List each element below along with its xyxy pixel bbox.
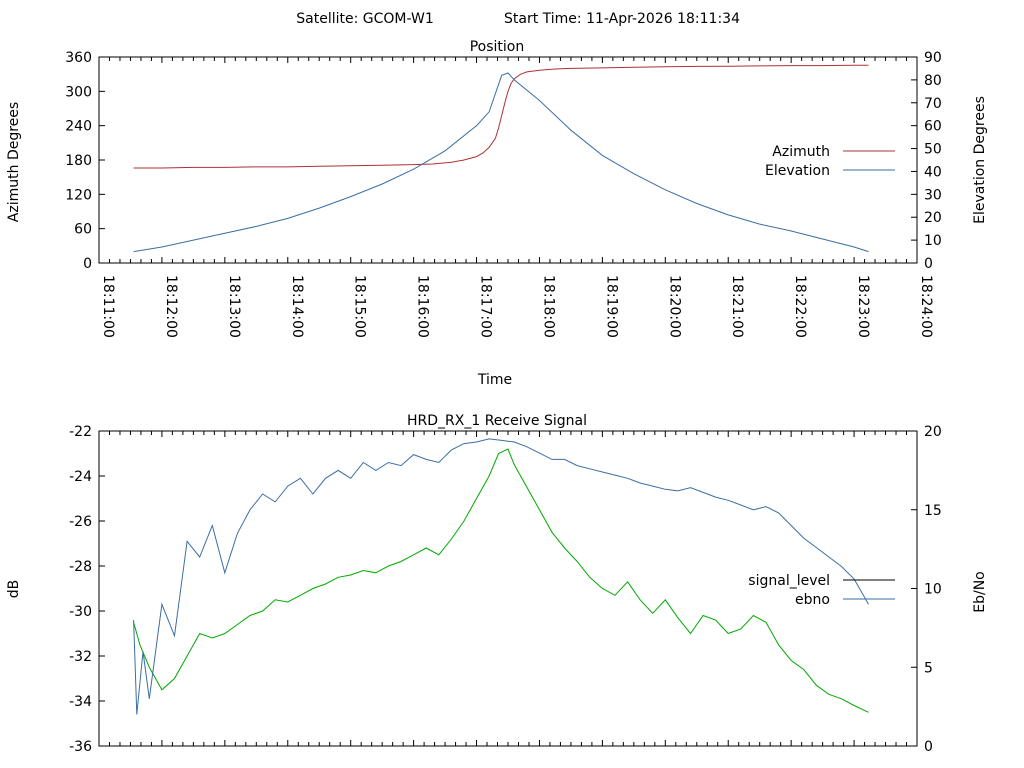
- satellite-label: Satellite: GCOM-W1: [296, 11, 433, 27]
- position-x-axis-label: Time: [477, 372, 512, 388]
- series-azimuth-line: [133, 64, 869, 169]
- position-x-tick-label: 18:17:00: [478, 275, 494, 338]
- signal-y2-axis-label: Eb/No: [972, 571, 988, 613]
- position-x-tick-label: 18:22:00: [792, 275, 808, 338]
- position-x-tick-label: 18:21:00: [729, 275, 745, 338]
- position-y2-axis-label: Elevation Degrees: [972, 96, 988, 224]
- position-x-tick-label: 18:18:00: [540, 275, 556, 338]
- series-elevation-line: [133, 72, 869, 253]
- legend-elevation-label: Elevation: [765, 163, 830, 179]
- signal-chart: HRD_RX_1 Receive Signal -22-24-26-28-30-…: [6, 413, 988, 755]
- position-x-tick-label: 18:15:00: [352, 275, 368, 338]
- position-y2-tick-label: 30: [924, 187, 942, 203]
- signal-y2-tick-label: 5: [924, 660, 933, 676]
- signal-y-tick-label: -34: [69, 694, 92, 710]
- position-y-tick-label: 120: [65, 187, 92, 203]
- signal-y-tick-label: -28: [69, 559, 92, 575]
- signal-y-tick-label: -32: [69, 649, 92, 665]
- signal-series: [133, 438, 869, 715]
- signal-y-tick-label: -24: [69, 469, 92, 485]
- legend-azimuth-label: Azimuth: [772, 144, 830, 160]
- position-y-tick-label: 60: [74, 222, 92, 238]
- position-legend: Azimuth Elevation: [765, 144, 895, 179]
- signal-y2-tick-label: 20: [924, 424, 942, 440]
- position-x-tick-label: 18:24:00: [918, 275, 934, 338]
- position-y-tick-label: 240: [65, 119, 92, 135]
- signal-y-tick-label: -22: [69, 424, 92, 440]
- position-chart-title: Position: [470, 39, 525, 55]
- signal-y2-tick-label: 15: [924, 503, 942, 519]
- position-y2-tick-label: 60: [924, 119, 942, 135]
- signal-y-axis-label: dB: [6, 580, 22, 599]
- legend-ebno-label: ebno: [795, 592, 830, 608]
- position-x-tick-label: 18:13:00: [226, 275, 242, 338]
- position-y2-tick-label: 0: [924, 256, 933, 272]
- position-series: [133, 64, 869, 253]
- signal-axis-ticks: -22 -24 -26 -28 -30 -32 -34 -36 0 5 10 15 20: [69, 424, 942, 755]
- position-chart: Position 18:11:00 18:12:00 18:13:00 18:14:0…: [6, 39, 988, 388]
- signal-y2-tick-label: 10: [924, 582, 942, 598]
- signal-y-tick-label: -26: [69, 514, 92, 530]
- position-y2-tick-label: 20: [924, 210, 942, 226]
- position-y2-tick-label: 40: [924, 164, 942, 180]
- start-time-label: Start Time: 11-Apr-2026 18:11:34: [504, 11, 740, 27]
- position-x-tick-label: 18:14:00: [289, 275, 305, 338]
- position-x-tick-label: 18:19:00: [603, 275, 619, 338]
- position-x-tick-label: 18:12:00: [163, 275, 179, 338]
- position-y2-tick-label: 80: [924, 73, 942, 89]
- position-y2-tick-label: 50: [924, 142, 942, 158]
- position-y2-tick-label: 10: [924, 233, 942, 249]
- position-y2-tick-label: 70: [924, 96, 942, 112]
- position-x-tick-label: 18:16:00: [415, 275, 431, 338]
- signal-y-tick-label: -36: [69, 739, 92, 755]
- series-signal-level-line: [133, 448, 869, 713]
- position-y-axis-label: Azimuth Degrees: [6, 102, 22, 222]
- signal-legend: signal_level ebno: [748, 573, 895, 608]
- position-y2-tick-label: 90: [924, 50, 942, 66]
- legend-signal-level-label: signal_level: [748, 573, 830, 589]
- position-x-tick-label: 18:23:00: [855, 275, 871, 338]
- position-y-tick-label: 360: [65, 50, 92, 66]
- position-y-tick-label: 0: [83, 256, 92, 272]
- position-x-tick-label: 18:11:00: [100, 275, 116, 338]
- series-ebno-line: [133, 438, 869, 715]
- position-y-tick-label: 300: [65, 84, 92, 100]
- position-axis-ticks: 18:11:00 18:12:00 18:13:00 18:14:00 18:15:00…: [65, 50, 942, 338]
- signal-chart-title: HRD_RX_1 Receive Signal: [407, 413, 587, 429]
- position-x-tick-label: 18:20:00: [666, 275, 682, 338]
- signal-y2-tick-label: 0: [924, 739, 933, 755]
- position-y-tick-label: 180: [65, 153, 92, 169]
- signal-y-tick-label: -30: [69, 604, 92, 620]
